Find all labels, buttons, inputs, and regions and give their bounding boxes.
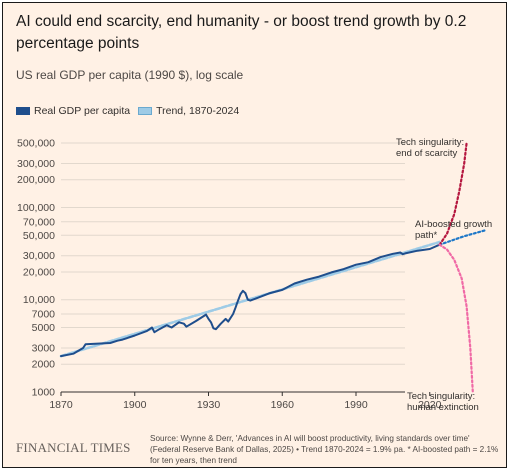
x-tick-label: 1930 [197,399,221,411]
x-tick-label: 1990 [344,399,368,411]
ft-logo-text: FINANCIAL TIMES [16,440,131,455]
x-tick-label: 1900 [123,399,147,411]
legend-swatch-trend [138,107,153,115]
y-tick-label: 50,000 [23,230,55,242]
source-note: Source: Wynne & Derr, 'Advances in AI wi… [150,434,499,465]
y-tick-label: 100,000 [17,202,55,214]
y-tick-label: 7000 [32,309,56,321]
y-tick-label: 3000 [32,342,56,354]
y-tick-label: 20,000 [23,266,55,278]
series-line-trend-1870-2024 [59,240,441,358]
x-tick-label: 2020 [418,399,442,411]
y-tick-label: 200,000 [17,174,55,186]
series-line-ai-boosted-growth-path [438,228,488,246]
chart-card: AI could end scarcity, end humanity - or… [2,2,507,468]
chart-legend: Real GDP per capita Trend, 1870-2024 [16,104,239,118]
legend-item-real-gdp: Real GDP per capita [16,105,130,117]
legend-swatch-real-gdp [16,107,30,115]
series-line-real-gdp-per-capita [60,243,441,358]
chart-title: AI could end scarcity, end humanity - or… [16,13,467,52]
legend-label-trend: Trend, 1870-2024 [156,105,240,117]
y-tick-label: 500,000 [17,138,55,150]
y-tick-label: 30,000 [23,250,55,262]
y-tick-label: 1000 [32,387,56,399]
series-line-tech-singularity-human-extinction [438,243,474,394]
y-tick-label: 10,000 [23,294,55,306]
y-tick-label: 300,000 [17,158,55,170]
legend-label-real-gdp: Real GDP per capita [34,105,131,117]
x-tick-label: 1870 [49,399,73,411]
annotation-human-extinction: Tech singularity: human extinction [407,391,479,413]
annotation-ai-boosted-path: AI-boosted growth path* [415,219,492,241]
y-tick-label: 2000 [32,359,56,371]
x-tick-label: 1960 [271,399,295,411]
y-tick-label: 70,000 [23,216,55,228]
chart-subtitle: US real GDP per capita (1990 $), log sca… [16,68,244,82]
y-tick-label: 5000 [32,322,56,334]
series-line-tech-singularity-end-of-scarcity [438,141,468,246]
annotation-end-of-scarcity: Tech singularity: end of scarcity [396,137,464,159]
legend-item-trend: Trend, 1870-2024 [138,105,239,117]
